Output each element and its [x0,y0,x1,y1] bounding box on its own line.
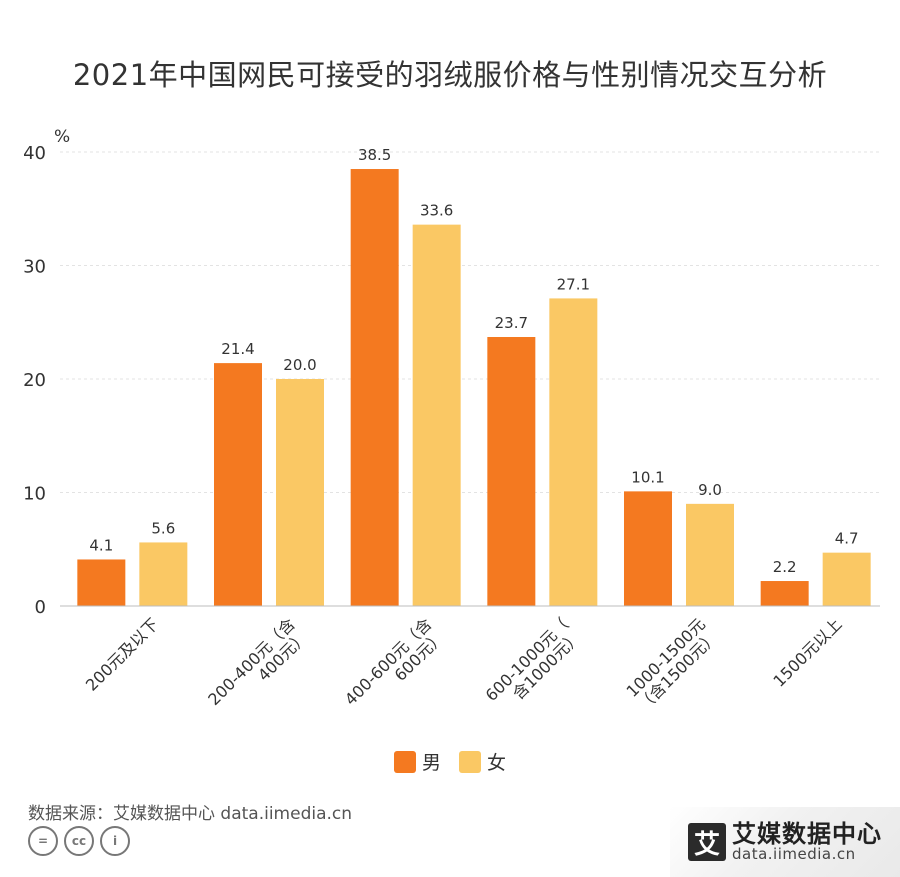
x-tick-label: 200元及以下 [82,614,162,694]
y-axis-unit: % [54,127,70,147]
data-label: 23.7 [495,314,528,332]
data-label: 4.1 [89,536,113,554]
by-license-icon: i [100,826,130,856]
bar [412,224,461,606]
brand-logo-icon: 艾 [688,823,726,862]
y-tick-label: 40 [23,143,46,164]
x-tick-label: 200-400元（含400元） [204,614,311,721]
x-tick-label: 600-1000元（含1000元） [482,614,585,717]
brand-logo-block: 艾 艾媒数据中心 data.iimedia.cn [688,820,882,864]
data-label: 38.5 [358,146,391,164]
x-tick-label: 1500元以上 [769,614,845,690]
bar [214,363,262,606]
data-label: 4.7 [835,530,859,548]
legend-item-female[interactable]: 女 [459,748,506,775]
y-tick-label: 10 [23,484,46,505]
data-label: 33.6 [420,202,453,220]
x-tick-label: 400-600元（含600元） [341,614,448,721]
legend-swatch-male [393,750,416,773]
bar [822,552,871,606]
brand-url: data.iimedia.cn [732,845,856,864]
bar [139,542,188,606]
bar [487,337,536,606]
bar [77,559,126,606]
bar [549,298,598,606]
data-label: 10.1 [631,468,664,486]
data-label: 21.4 [221,340,254,358]
cc-license-icon: cc [64,826,94,856]
data-label: 5.6 [151,519,175,537]
legend: 男 女 [0,748,900,775]
y-tick-label: 30 [23,257,46,278]
x-tick-label: 1000-1500元（含1500元） [621,614,721,714]
bar [760,581,809,606]
source-note: 数据来源：艾媒数据中心 data.iimedia.cn [28,804,353,824]
bar [276,379,324,606]
y-tick-label: 20 [23,370,46,391]
data-label: 2.2 [773,558,797,576]
license-icons: = cc i [28,826,130,856]
bar [686,503,734,606]
y-tick-label: 0 [35,597,46,618]
legend-label-male: 男 [421,752,441,774]
legend-label-female: 女 [487,752,507,774]
chart-title: 2021年中国网民可接受的羽绒服价格与性别情况交互分析 [72,58,828,92]
bar [624,491,672,606]
data-label: 20.0 [283,356,316,374]
bar-chart: 0 10 20 30 40% 4.1 5.6 200元及以下 21.4 20.0 200-400元（… [23,127,880,721]
nd-license-icon: = [28,826,58,856]
data-label: 9.0 [698,481,722,499]
legend-swatch-female [459,750,481,773]
legend-item-male[interactable]: 男 [393,748,441,775]
data-label: 27.1 [557,275,590,293]
brand-name: 艾媒数据中心 [732,820,882,848]
bar [350,169,399,606]
